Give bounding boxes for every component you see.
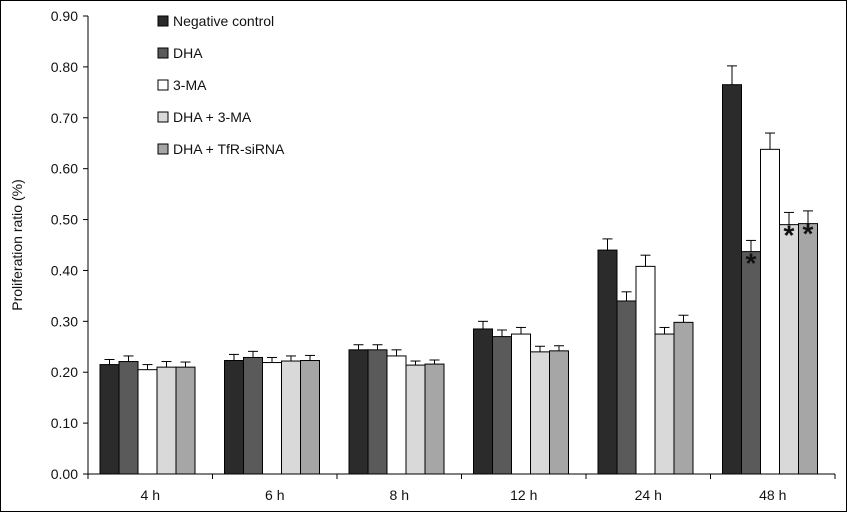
bar: [99, 364, 120, 475]
bar: [281, 360, 301, 475]
bar: [798, 223, 818, 475]
legend-swatch: [157, 143, 169, 155]
x-tick-label: 8 h: [390, 487, 409, 503]
x-tick-label: 48 h: [759, 487, 786, 503]
x-tick-label: 24 h: [635, 487, 662, 503]
y-tick-label: 0.10: [51, 415, 78, 431]
legend-label: Negative control: [173, 13, 274, 29]
bar: [492, 336, 512, 475]
bar: [741, 251, 761, 475]
bar: [300, 360, 320, 475]
bar: [137, 369, 158, 475]
bar: [386, 355, 407, 475]
x-tick-label: 12 h: [510, 487, 537, 503]
bar: [367, 349, 388, 475]
legend-swatch: [157, 47, 169, 59]
bar: [511, 333, 531, 475]
bar: [243, 356, 263, 475]
x-tick-label: 4 h: [141, 487, 160, 503]
bar: [673, 321, 694, 475]
bar: [654, 333, 675, 475]
bar: [722, 84, 742, 475]
y-tick-label: 0.30: [51, 313, 78, 329]
bar: [118, 361, 139, 475]
y-tick-label: 0.60: [51, 161, 78, 177]
bar: [473, 328, 493, 475]
y-tick-label: 0.80: [51, 59, 78, 75]
legend-label: 3-MA: [173, 77, 207, 93]
legend-swatch: [157, 15, 169, 27]
bar: [348, 349, 369, 475]
bar: [224, 360, 244, 475]
bar: [779, 224, 799, 475]
legend-label: DHA + 3-MA: [173, 109, 252, 125]
bar: [175, 366, 196, 475]
bar: [635, 265, 656, 475]
legend-swatch: [157, 79, 169, 91]
significance-marker: *: [784, 219, 795, 250]
y-tick-label: 0.50: [51, 212, 78, 228]
bar: [597, 249, 618, 475]
y-tick-label: 0.40: [51, 262, 78, 278]
bar: [530, 351, 550, 475]
bar: [616, 300, 637, 475]
significance-marker: *: [803, 218, 814, 249]
significance-marker: *: [746, 247, 757, 278]
legend-label: DHA: [173, 45, 203, 61]
bar: [405, 364, 426, 475]
bar: [262, 362, 282, 475]
bar: [156, 366, 177, 475]
bar: [760, 148, 780, 475]
legend-swatch: [157, 111, 169, 123]
y-tick-label: 0.90: [51, 8, 78, 24]
bar: [549, 350, 569, 475]
x-tick-label: 6 h: [265, 487, 284, 503]
y-tick-label: 0.00: [51, 466, 78, 482]
y-tick-label: 0.20: [51, 364, 78, 380]
bar: [424, 363, 445, 475]
y-tick-label: 0.70: [51, 110, 78, 126]
y-axis-title: Proliferation ratio (%): [9, 179, 25, 311]
legend-label: DHA + TfR-siRNA: [173, 141, 285, 157]
